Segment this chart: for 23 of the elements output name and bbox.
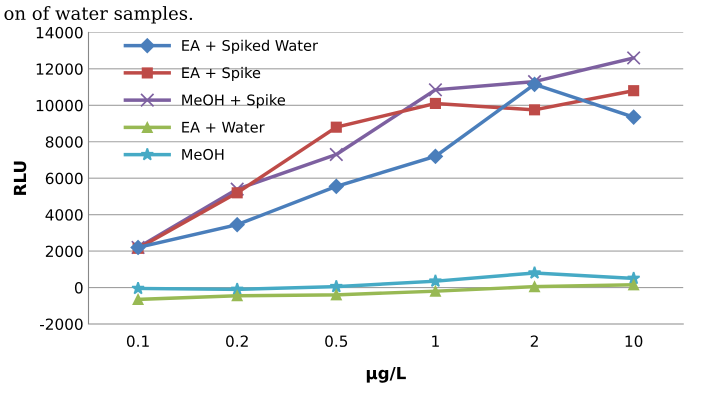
x-tick-label: 0.1 — [126, 335, 149, 347]
legend-label: EA + Spike — [182, 66, 260, 82]
x-tick-label: 10 — [626, 335, 642, 347]
x-tick-label: 0.2 — [226, 335, 248, 347]
y-axis-title: RLU — [14, 162, 26, 195]
text: on of water samples. — [4, 6, 192, 24]
legend-label: EA + Water — [182, 122, 265, 133]
legend-label: MeOH — [182, 148, 224, 160]
y-tick-label: 0 — [74, 282, 83, 294]
y-tick-label: -2000 — [40, 318, 83, 330]
y-tick-label: 4000 — [46, 209, 83, 221]
x-axis-title: µg/L — [366, 366, 406, 383]
y-tick-label: 8000 — [46, 136, 83, 148]
y-tick-label: 10000 — [36, 100, 83, 112]
x-tick-label: 2 — [530, 335, 538, 347]
y-tick-label: 14000 — [36, 26, 83, 38]
y-tick-label: 6000 — [46, 172, 83, 184]
x-tick-label: 0.5 — [325, 335, 348, 347]
y-tick-label: 12000 — [36, 63, 83, 75]
y-tick-label: 2000 — [46, 246, 83, 258]
legend-label: MeOH + Spike — [182, 94, 285, 108]
x-tick-label: 1 — [432, 336, 439, 347]
legend-label: EA + Spiked Water — [182, 40, 318, 54]
